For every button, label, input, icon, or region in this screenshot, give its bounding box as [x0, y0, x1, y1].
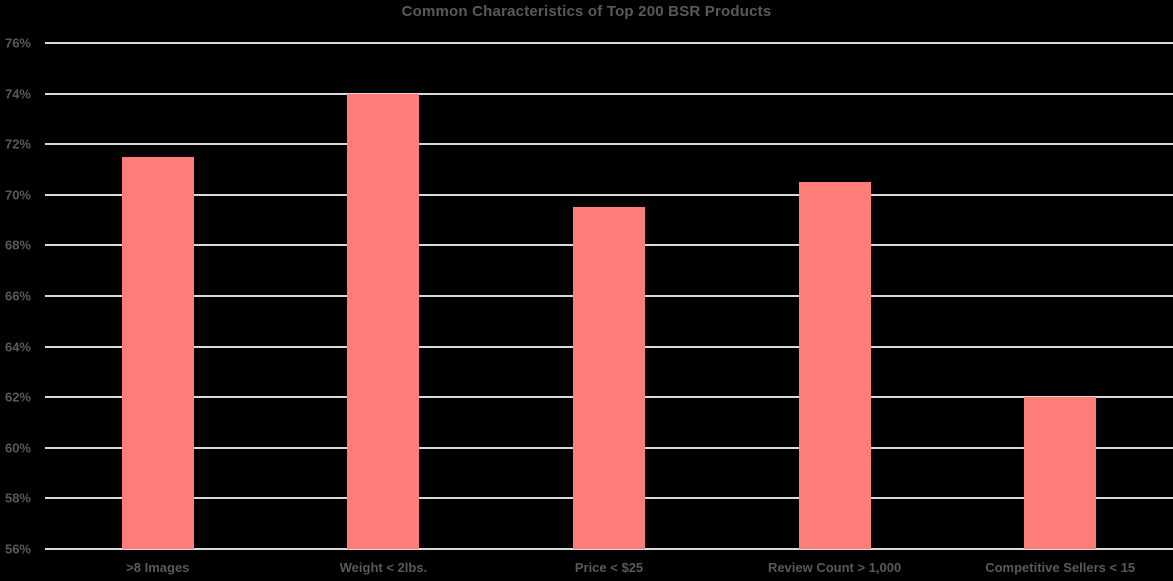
y-axis-tick-label: 62% [4, 389, 31, 405]
gridline [45, 92, 1173, 95]
bar [347, 93, 420, 549]
gridline [45, 42, 1173, 44]
y-axis-tick-label: 72% [4, 136, 31, 152]
y-axis: 76% 74% 72% 70% 68% 66% 64% 62% 60% 58% 56% [0, 36, 31, 557]
x-axis: >8 Images Weight < 2lbs. Price < $25 Review… [45, 558, 1173, 580]
bar [121, 156, 194, 549]
gridline [45, 193, 1173, 196]
y-axis-tick-label: 70% [4, 187, 31, 203]
y-axis-tick-label: 74% [4, 86, 31, 102]
y-axis-tick-label: 58% [4, 490, 31, 506]
y-axis-tick-label: 68% [4, 237, 31, 253]
x-axis-category-label: Weight < 2lbs. [339, 560, 428, 575]
y-axis-tick-label: 64% [4, 339, 31, 355]
y-axis-tick-label: 76% [4, 35, 31, 51]
x-axis-category-label: Review Count > 1,000 [767, 560, 902, 575]
plot-area [45, 42, 1173, 550]
y-axis-tick-label: 60% [4, 440, 31, 456]
gridline [45, 548, 1173, 550]
gridline [45, 143, 1173, 146]
x-axis-category-label: >8 Images [126, 560, 190, 575]
x-axis-category-label: Price < $25 [574, 560, 644, 575]
bar [798, 182, 871, 549]
bar [573, 207, 645, 549]
y-axis-tick-label: 56% [4, 541, 31, 557]
bar [1024, 397, 1097, 549]
chart-title: Common Characteristics of Top 200 BSR Pr… [401, 3, 772, 20]
y-axis-tick-label: 66% [4, 288, 31, 304]
x-axis-category-label: Competitive Sellers < 15 [985, 560, 1136, 575]
